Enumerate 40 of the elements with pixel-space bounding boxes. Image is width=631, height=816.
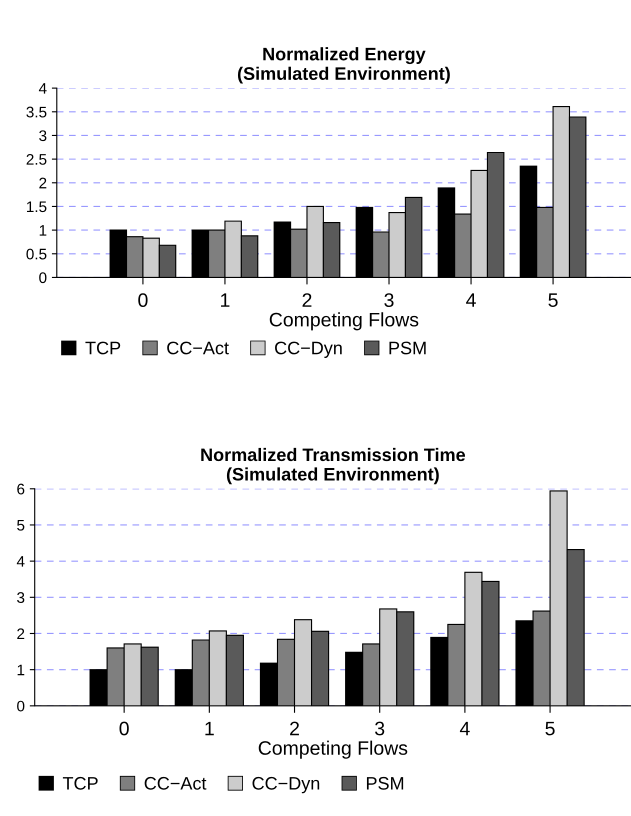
x-tick-label: 1 [221,293,230,307]
x-tick-label: 1 [205,722,214,736]
y-tick-label: 3 [17,592,24,603]
y-tick-label: 6 [17,484,24,494]
y-tick-label: 1 [18,664,24,676]
x-axis-title: Competing Flows [270,312,418,330]
y-tick-label: 4 [16,556,25,567]
legend-label: PSM [366,776,404,790]
legend-label: CC−Act [167,342,229,354]
y-tick-label: 3 [39,130,46,142]
x-tick-label: 3 [375,722,384,736]
x-tick-label: 5 [545,722,555,736]
legend-label: CC−Dyn [252,776,320,794]
chart-title: Normalized Energy (Simulated Environment) [238,47,450,84]
x-tick-label: 0 [138,293,148,307]
x-tick-label: 0 [120,722,129,736]
y-tick-label: 1.5 [26,201,46,212]
y-tick-label: 2 [17,628,24,640]
legend-label: TCP [62,776,98,790]
x-tick-label: 2 [290,722,299,736]
legend-label: CC−Dyn [275,342,342,358]
x-tick-label: 5 [548,293,558,307]
y-tick-label: 4 [38,83,47,94]
y-tick-label: 1 [40,225,46,236]
x-tick-label: 2 [302,293,312,307]
x-tick-label: 3 [384,293,394,307]
y-tick-label: 0 [17,700,24,712]
y-tick-label: 2 [39,178,46,188]
x-axis-title: Competing Flows [258,740,408,759]
y-tick-label: 5 [17,520,24,531]
chart-title: Normalized Transmission Time (Simulated Environment) [201,448,466,484]
y-tick-label: 0 [39,272,46,284]
legend-label: TCP [85,342,120,354]
x-tick-label: 4 [460,722,470,736]
y-tick-label: 2.5 [26,154,46,165]
x-tick-label: 4 [466,293,476,307]
legend-label: PSM [389,342,426,354]
y-tick-label: 0.5 [26,248,46,260]
y-tick-label: 3.5 [26,106,46,118]
legend-label: CC−Act [144,776,206,790]
